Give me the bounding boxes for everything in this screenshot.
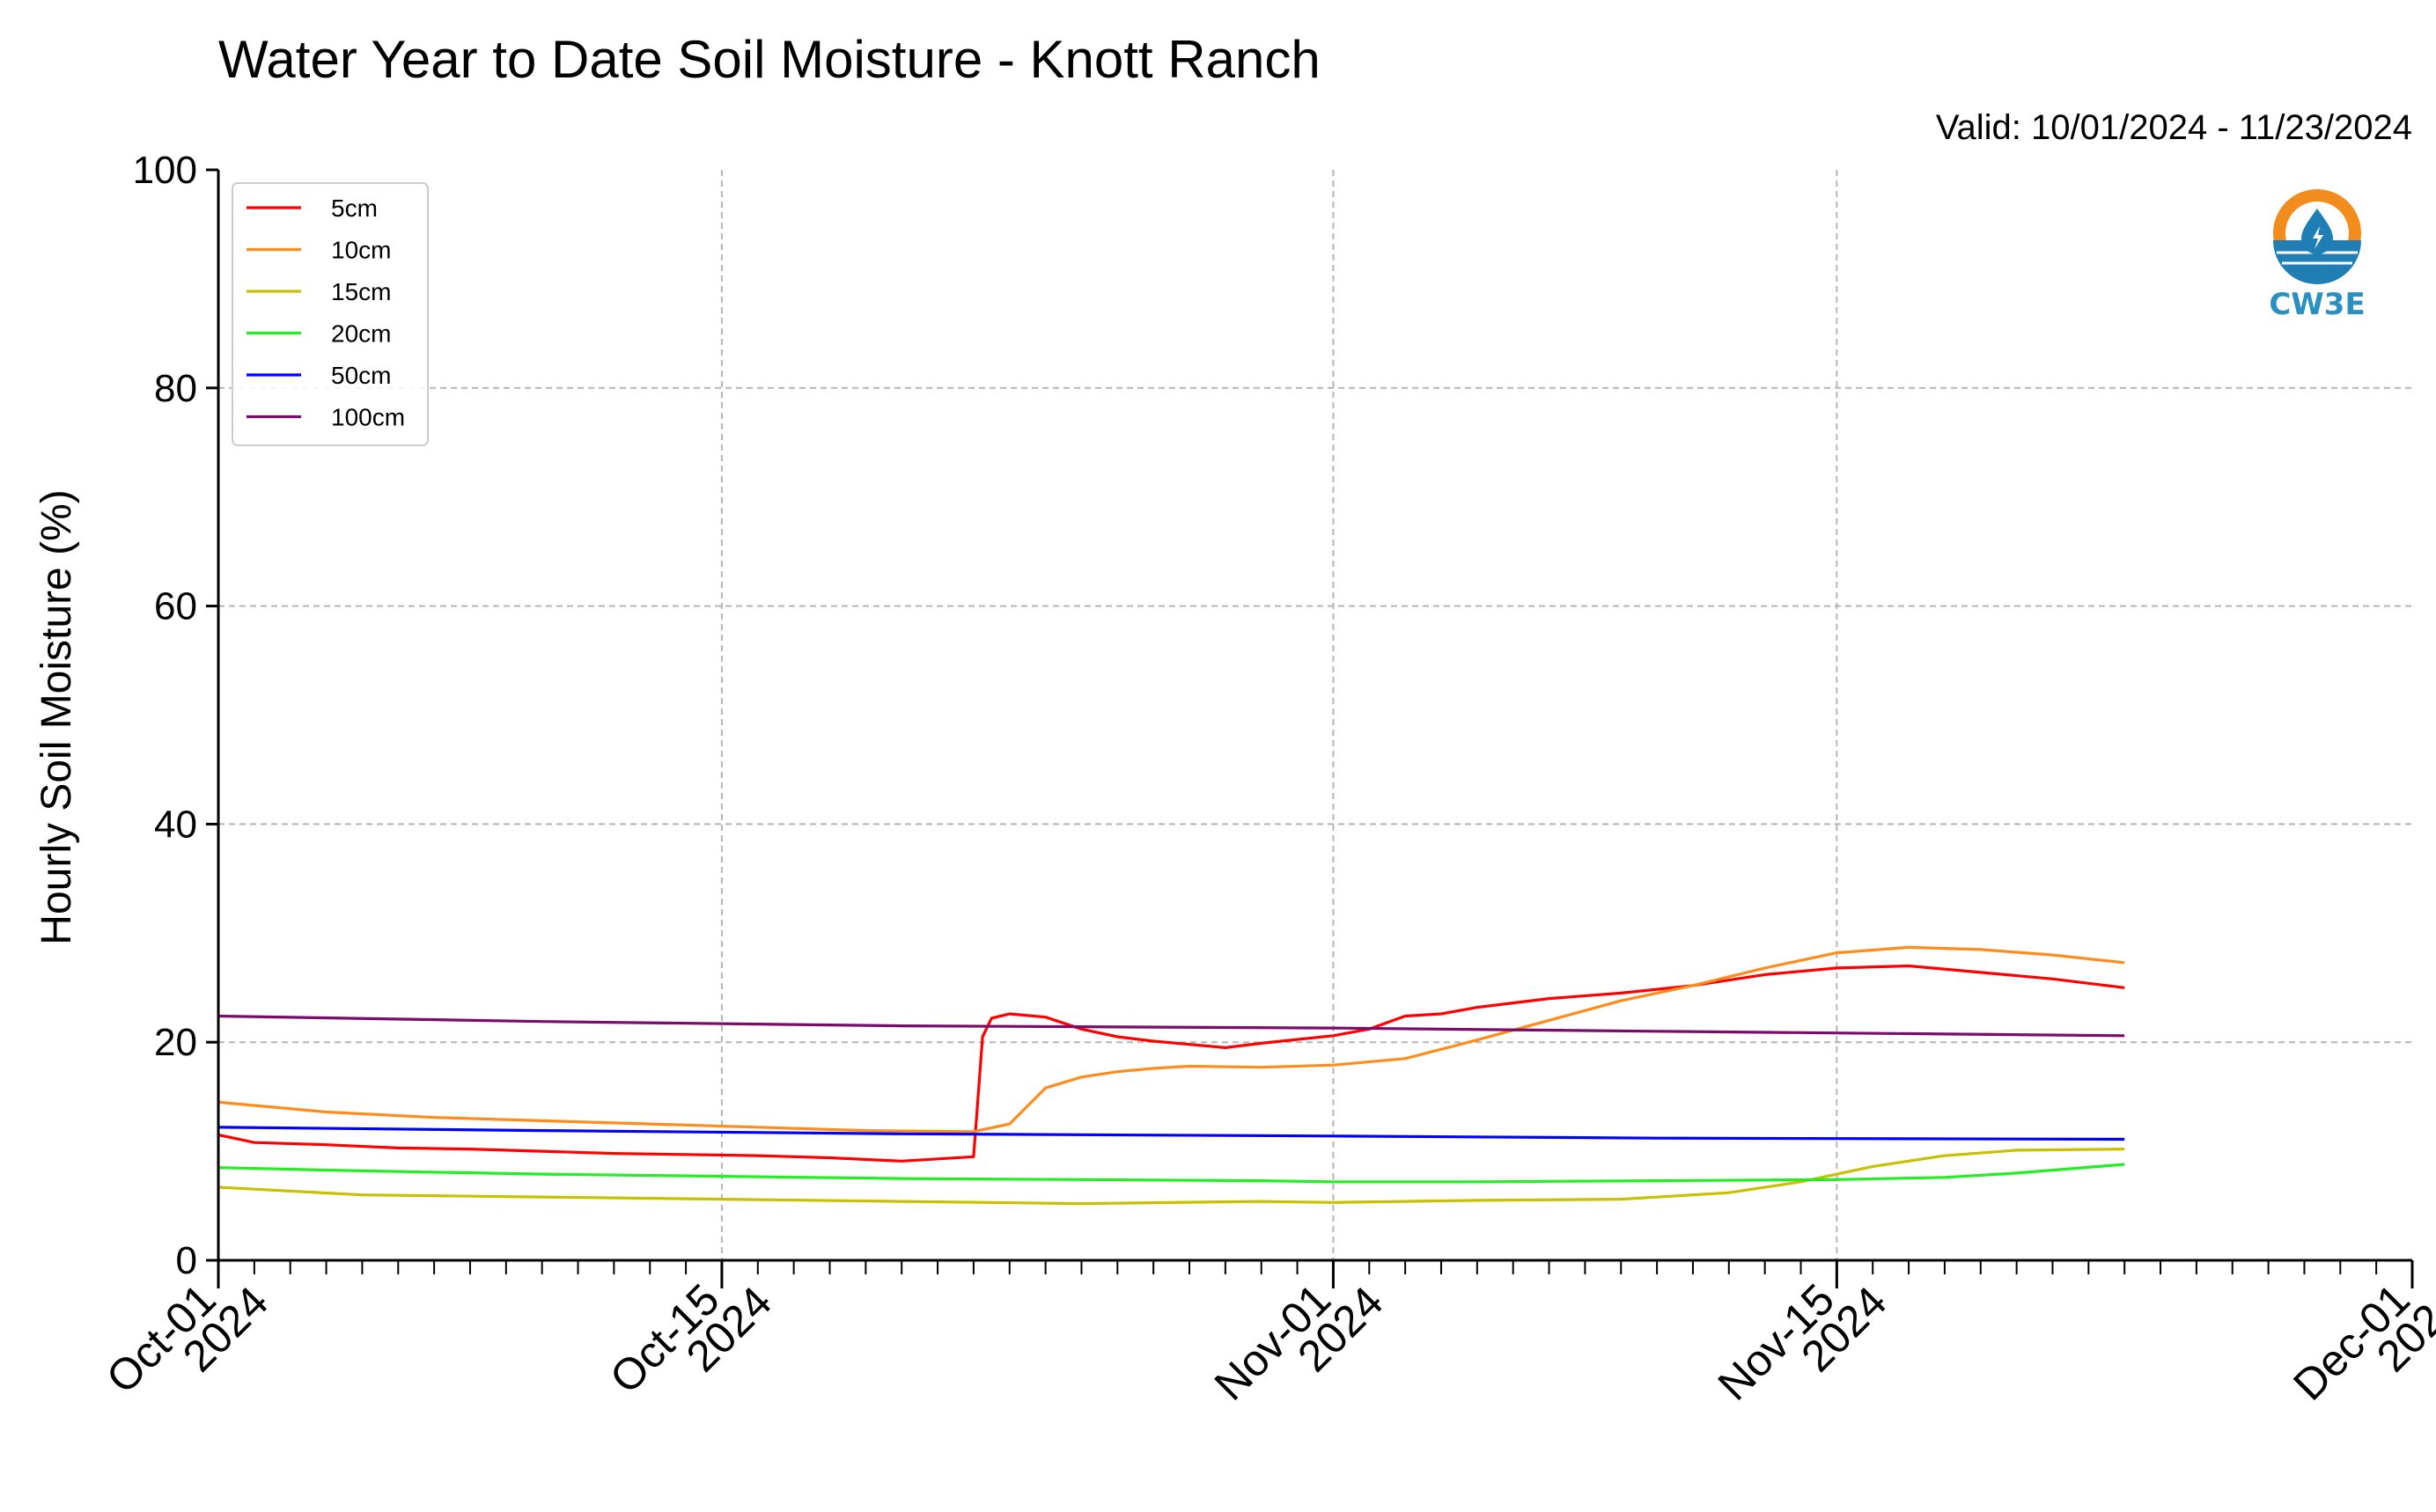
- legend-label: 15cm: [331, 278, 391, 305]
- series-line-20cm: [217, 1163, 2125, 1184]
- y-tick-label: 60: [154, 585, 197, 628]
- y-tick-label: 0: [176, 1239, 197, 1282]
- series-line-50cm: [217, 1126, 2125, 1141]
- series-line-100cm: [217, 1014, 2125, 1038]
- y-axis-label: Hourly Soil Moisture (%): [33, 489, 80, 944]
- series-line-10cm: [217, 945, 2125, 1134]
- y-tick-label: 20: [154, 1021, 197, 1064]
- y-tick-label: 80: [154, 367, 197, 410]
- gridlines: [218, 170, 2412, 1260]
- series-layer: [217, 945, 2125, 1206]
- legend-label: 20cm: [331, 320, 391, 348]
- series-line-5cm: [217, 964, 2125, 1163]
- y-axis-ticks: 0 20 40 60 80 100: [133, 149, 218, 1282]
- chart-title: Water Year to Date Soil Moisture - Knott…: [218, 30, 1321, 89]
- legend: 5cm 10cm 15cm 20cm 50cm 100cm: [232, 182, 429, 446]
- legend-label: 10cm: [331, 237, 391, 264]
- legend-label: 50cm: [331, 362, 391, 389]
- series-line-15cm: [217, 1148, 2125, 1206]
- y-tick-label: 40: [154, 803, 197, 846]
- cw3e-logo: CW3E: [2269, 189, 2366, 322]
- y-tick-label: 100: [133, 149, 197, 192]
- valid-date-range: Valid: 10/01/2024 - 11/23/2024: [1936, 108, 2412, 147]
- logo-text: CW3E: [2269, 287, 2365, 322]
- axes: [217, 170, 2412, 1262]
- legend-label: 5cm: [331, 195, 378, 222]
- legend-label: 100cm: [331, 404, 405, 431]
